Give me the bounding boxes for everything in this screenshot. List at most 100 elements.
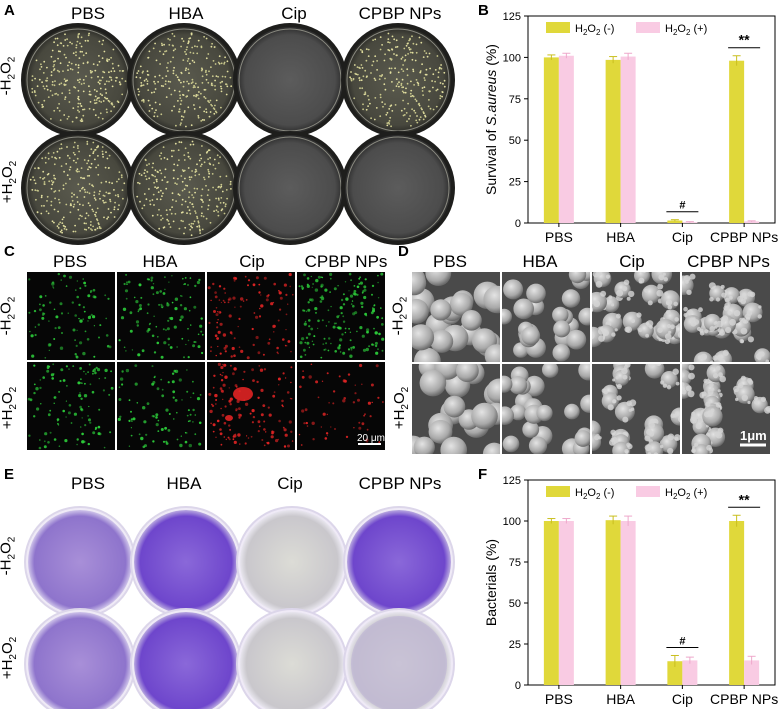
panel-c-col-title-cip: Cip bbox=[239, 252, 265, 271]
panel-e-dish-minus-pbs bbox=[24, 506, 136, 618]
chart-f-xtick-label: Cip bbox=[672, 691, 693, 707]
panel-c-col-title-pbs: PBS bbox=[52, 252, 88, 271]
panel-c-image-plus-hba bbox=[117, 362, 205, 450]
panel-d-image-minus-cip bbox=[592, 272, 680, 362]
chart-b-signif-label: ** bbox=[739, 32, 750, 48]
chart-b-xtick-label: PBS bbox=[545, 229, 573, 245]
panel-e-col-title-cpbp: CPBP NPs bbox=[358, 474, 442, 493]
panel-c-image-minus-hba bbox=[117, 272, 205, 360]
panel-d-image-plus-pbs bbox=[412, 364, 500, 454]
chart-b-ylabel: Survival of S.aureus (%) bbox=[483, 44, 499, 195]
panel-d-image-plus-hba bbox=[502, 364, 590, 454]
chart-f-xtick-label: CPBP NPs bbox=[710, 691, 778, 707]
chart-f-signif-label: # bbox=[679, 635, 685, 647]
chart-b-bar-plus-3 bbox=[744, 221, 760, 223]
chart-f-ylabel: Bacterials (%) bbox=[483, 539, 499, 626]
panel-a-col-title-pbs: PBS bbox=[70, 4, 106, 23]
chart-b-bar-minus-1 bbox=[605, 59, 621, 223]
panel-a-dish-minus-pbs bbox=[21, 23, 135, 137]
chart-f-xtick-label: PBS bbox=[545, 691, 573, 707]
panel-a-dish-minus-cpbp bbox=[341, 23, 455, 137]
chart-f-legend-label: H2O2 (+) bbox=[665, 487, 707, 501]
chart-f-ytick-label: 25 bbox=[509, 639, 521, 651]
panel-d-col-title-cpbp: CPBP NPs bbox=[687, 252, 770, 271]
chart-b-legend-swatch bbox=[636, 22, 660, 33]
panel-a-col-title-cpbp: CPBP NPs bbox=[358, 4, 442, 23]
chart-b-ytick-label: 125 bbox=[503, 11, 521, 23]
panel-c-scalebar-label: 20 μm bbox=[357, 433, 385, 444]
chart-f-bar-minus-1 bbox=[605, 520, 621, 685]
panel-c-col-title-cpbp: CPBP NPs bbox=[304, 252, 388, 271]
panel-c-image-minus-pbs bbox=[27, 272, 115, 360]
chart-b-bar-minus-3 bbox=[729, 60, 745, 223]
panel-c-col-title-hba: HBA bbox=[142, 252, 178, 271]
panel-e-col-title-pbs: PBS bbox=[70, 474, 106, 493]
chart-f-bar-plus-1 bbox=[620, 521, 636, 685]
panel-label-f: F bbox=[478, 466, 488, 483]
panel-a-col-title-hba: HBA bbox=[168, 4, 204, 23]
chart-f-ytick-label: 50 bbox=[509, 598, 521, 610]
chart-b-legend-label: H2O2 (+) bbox=[665, 23, 707, 37]
chart-b-ytick-label: 0 bbox=[515, 218, 521, 230]
panel-a-dish-minus-cip bbox=[233, 23, 347, 137]
chart-f-bar-minus-3 bbox=[729, 521, 745, 685]
panel-c-image-minus-cpbp bbox=[297, 272, 385, 360]
panel-c-image-plus-cip bbox=[207, 362, 295, 450]
chart-f-xtick-label: HBA bbox=[606, 691, 635, 707]
chart-f-bar-plus-2 bbox=[682, 660, 698, 685]
chart-b-ytick-label: 75 bbox=[509, 94, 521, 106]
panel-a-dish-plus-hba bbox=[127, 131, 241, 245]
panel-d-image-minus-pbs bbox=[412, 272, 500, 362]
chart-b-plot-frame bbox=[527, 15, 776, 224]
chart-b-bar-plus-1 bbox=[620, 56, 636, 224]
chart-f-bar-plus-3 bbox=[744, 660, 760, 685]
chart-b-xtick-label: CPBP NPs bbox=[710, 229, 778, 245]
panel-e-dish-plus-pbs bbox=[24, 608, 136, 709]
chart-b-legend-swatch bbox=[546, 22, 570, 33]
panel-a-dish-plus-cip bbox=[233, 131, 347, 245]
chart-f-ytick-label: 125 bbox=[503, 475, 521, 487]
panel-d-col-title-cip: Cip bbox=[619, 252, 645, 271]
chart-b-bar-minus-0 bbox=[543, 57, 559, 224]
panel-c-image-plus-cpbp bbox=[297, 362, 385, 450]
panel-e-col-title-cip: Cip bbox=[277, 474, 303, 493]
chart-f-ytick-label: 100 bbox=[503, 516, 521, 528]
chart-f-bar-minus-0 bbox=[543, 521, 559, 685]
panel-c-image-minus-cip bbox=[207, 272, 295, 360]
panel-d-image-minus-hba bbox=[502, 272, 590, 362]
panel-label-d: D bbox=[398, 243, 409, 260]
panel-a-col-title-cip: Cip bbox=[281, 4, 307, 23]
panel-d-image-plus-cip bbox=[592, 364, 680, 454]
chart-b-legend-label: H2O2 (-) bbox=[575, 23, 614, 37]
panel-label-b: B bbox=[478, 2, 489, 19]
chart-f-bar-plus-0 bbox=[558, 521, 574, 685]
chart-b-xtick-label: HBA bbox=[606, 229, 635, 245]
chart-f-ytick-label: 75 bbox=[509, 557, 521, 569]
chart-f-plot-frame bbox=[527, 479, 776, 686]
panel-a-dish-minus-hba bbox=[127, 23, 241, 137]
panel-d-col-title-pbs: PBS bbox=[432, 252, 468, 271]
panel-label-a: A bbox=[4, 2, 15, 19]
chart-f-ytick-label: 0 bbox=[515, 680, 521, 692]
panel-e-dish-minus-cip bbox=[236, 506, 348, 618]
chart-f-signif-label: ** bbox=[739, 491, 750, 507]
chart-f-legend-swatch bbox=[546, 486, 570, 497]
panel-e-dish-plus-cpbp bbox=[343, 608, 455, 709]
panel-a-dish-plus-cpbp bbox=[341, 131, 455, 245]
chart-f-bar-minus-2 bbox=[667, 661, 683, 685]
chart-f-legend-swatch bbox=[636, 486, 660, 497]
chart-b-ytick-label: 50 bbox=[509, 135, 521, 147]
panel-e-dish-minus-hba bbox=[130, 506, 242, 618]
panel-a-dish-plus-pbs bbox=[21, 131, 135, 245]
chart-b-signif-label: # bbox=[679, 200, 685, 212]
panel-e-dish-plus-hba bbox=[130, 608, 242, 709]
chart-b-bar-plus-0 bbox=[558, 55, 574, 223]
panel-e-col-title-hba: HBA bbox=[166, 474, 202, 493]
chart-b-bar-minus-2 bbox=[667, 220, 683, 223]
chart-b-xtick-label: Cip bbox=[672, 229, 693, 245]
panel-c-image-plus-pbs bbox=[27, 362, 115, 450]
panel-d-image-plus-cpbp bbox=[682, 364, 770, 454]
